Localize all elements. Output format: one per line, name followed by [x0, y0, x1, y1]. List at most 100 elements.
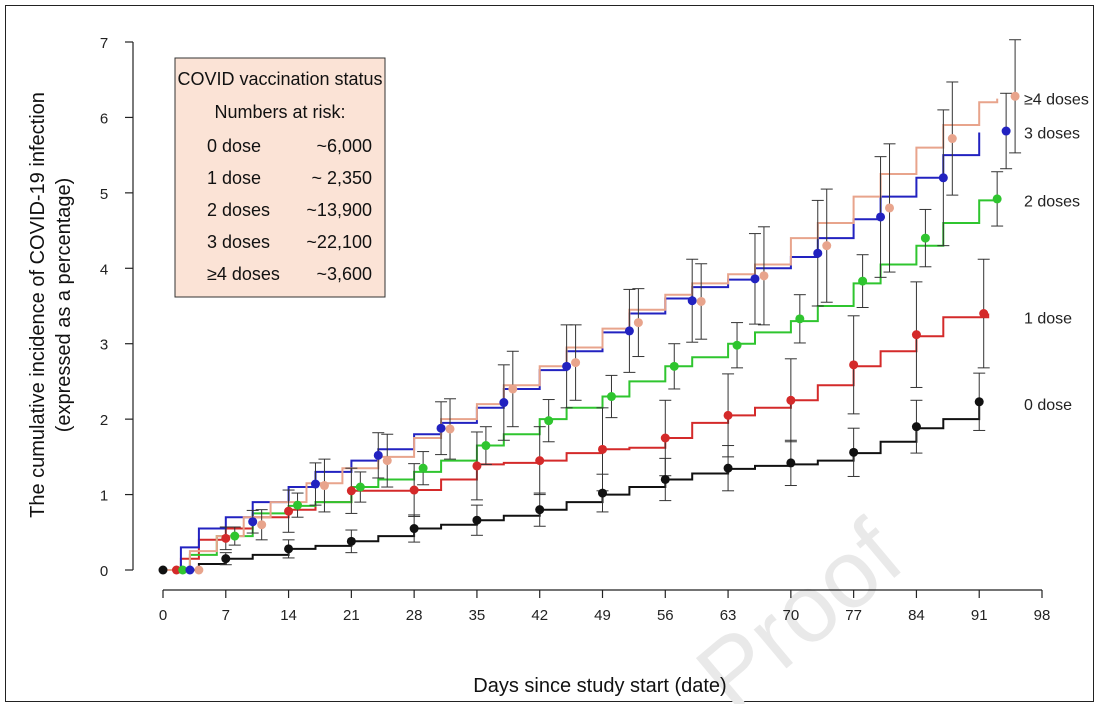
data-point: [499, 398, 509, 408]
data-point: [858, 276, 868, 286]
y-tick-label: 3: [100, 337, 108, 354]
data-point: [911, 330, 921, 340]
data-point: [786, 458, 796, 468]
data-point: [221, 533, 231, 543]
data-point: [508, 384, 518, 394]
y-tick-label: 0: [100, 563, 108, 580]
y-ticks: 0 1 2 3 4 5 6 7: [100, 35, 133, 580]
data-point: [293, 500, 303, 510]
data-point: [786, 395, 796, 405]
data-point: [660, 474, 670, 484]
x-tick-label: 70: [783, 607, 800, 624]
series-label-3: 3 doses: [1024, 126, 1080, 143]
data-point: [660, 433, 670, 443]
y-tick-label: 6: [100, 110, 108, 127]
series-label-2: 2 doses: [1024, 193, 1080, 210]
x-tick-label: 0: [159, 607, 167, 624]
data-point: [606, 392, 616, 402]
data-point: [319, 481, 329, 491]
y-tick-label: 7: [100, 35, 108, 52]
legend-row-count: ~6,000: [316, 136, 372, 156]
x-tick-label: 21: [343, 607, 360, 624]
data-point: [178, 565, 188, 575]
data-point: [194, 565, 204, 575]
data-point: [185, 565, 195, 575]
data-point: [992, 194, 1002, 204]
legend-box: COVID vaccination status Numbers at risk…: [174, 57, 386, 298]
legend-row-count: ~3,600: [316, 264, 372, 284]
y-tick-label: 4: [100, 261, 108, 278]
data-point: [732, 340, 742, 350]
data-point: [472, 515, 482, 525]
data-point: [346, 486, 356, 496]
data-point: [750, 274, 760, 284]
data-point: [346, 536, 356, 546]
data-point: [813, 248, 823, 258]
data-point: [355, 482, 365, 492]
data-point: [624, 326, 634, 336]
legend-row-count: ~22,100: [306, 232, 372, 252]
data-point: [436, 423, 446, 433]
x-axis-title: Days since study start (date): [473, 675, 726, 697]
data-point: [409, 524, 419, 534]
data-point: [911, 422, 921, 432]
y-tick-label: 5: [100, 186, 108, 203]
legend-row-group: 2 doses: [207, 200, 270, 220]
legend-row-count: ~ 2,350: [311, 168, 372, 188]
data-point: [598, 444, 607, 454]
legend-title: COVID vaccination status: [177, 69, 382, 89]
x-tick-label: 7: [222, 607, 230, 624]
data-point: [759, 271, 769, 281]
data-point: [418, 463, 428, 473]
data-point: [849, 360, 859, 370]
data-point: [248, 517, 258, 527]
data-point: [373, 450, 383, 460]
x-tick-label: 42: [531, 607, 548, 624]
data-point: [1010, 91, 1020, 101]
data-point: [974, 397, 984, 407]
x-tick-label: 91: [971, 607, 988, 624]
data-point: [687, 296, 697, 306]
x-tick-label: 98: [1034, 607, 1051, 624]
data-point: [822, 241, 832, 251]
data-point: [876, 212, 886, 222]
x-tick-label: 63: [720, 607, 737, 624]
series-labels: 0 dose 1 dose 2 doses 3 doses ≥4 doses: [1024, 92, 1089, 414]
legend-row-count: ~13,900: [306, 200, 372, 220]
data-point: [535, 456, 545, 466]
series-label-0: 0 dose: [1024, 397, 1072, 414]
data-point: [979, 309, 989, 319]
legend-row-group: 0 dose: [207, 136, 261, 156]
y-axis-title-line1: The cumulative incidence of COVID-19 inf…: [27, 92, 49, 518]
x-tick-label: 84: [908, 607, 925, 624]
data-point: [284, 506, 294, 516]
legend-row-group: 1 dose: [207, 168, 261, 188]
data-point: [257, 520, 267, 530]
series-label-1: 1 dose: [1024, 310, 1072, 327]
y-tick-label: 2: [100, 412, 108, 429]
data-point: [535, 505, 545, 515]
data-point: [938, 173, 948, 183]
data-point: [669, 361, 679, 371]
x-tick-label: 28: [406, 607, 423, 624]
data-point: [920, 233, 930, 243]
chart-frame: [5, 5, 1094, 702]
data-point: [947, 134, 957, 144]
x-tick-label: 35: [469, 607, 486, 624]
data-point: [696, 296, 706, 306]
data-point: [230, 531, 240, 541]
data-point: [598, 488, 607, 498]
legend-row-group: 3 doses: [207, 232, 270, 252]
data-point: [472, 461, 482, 471]
x-tick-label: 77: [845, 607, 862, 624]
legend-row-group: ≥4 doses: [207, 264, 280, 284]
data-point: [1001, 126, 1011, 136]
data-point: [310, 479, 320, 489]
data-point: [445, 424, 455, 434]
series-points: [158, 91, 1020, 575]
data-point: [158, 565, 168, 575]
series-label-4: ≥4 doses: [1024, 92, 1089, 109]
x-tick-label: 56: [657, 607, 674, 624]
data-point: [795, 314, 805, 324]
